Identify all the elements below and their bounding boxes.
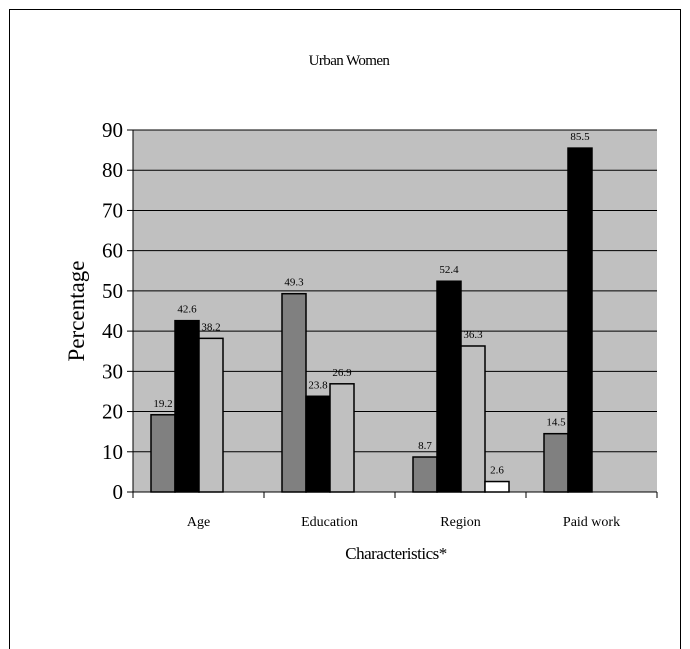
x-axis-label: Characteristics* [345, 544, 447, 563]
axes [127, 129, 658, 498]
labels: 0 10 20 30 40 50 60 70 80 90 19.2 42.6 38.2 Age 49.3 23… [102, 118, 620, 530]
bars [150, 147, 593, 493]
data-label: 14.5 [546, 417, 566, 429]
bar [460, 345, 486, 493]
bar [484, 480, 510, 493]
x-tick-label: Region [440, 515, 480, 530]
bar [305, 395, 331, 493]
data-label: 38.2 [201, 321, 220, 333]
data-label: 85.5 [570, 131, 590, 143]
bar [412, 456, 438, 493]
y-tick-label: 20 [102, 400, 123, 424]
bar [567, 147, 593, 493]
bar [281, 292, 307, 493]
bar [198, 337, 224, 493]
bar [329, 383, 355, 493]
y-tick-label: 50 [102, 279, 123, 303]
x-tick-label: Age [187, 515, 210, 530]
x-tick-label: Paid work [563, 515, 620, 530]
bar [150, 414, 176, 493]
bar [174, 319, 200, 493]
chart-frame [9, 9, 681, 649]
x-tick-label: Education [301, 515, 358, 530]
bar [436, 280, 462, 493]
data-label: 8.7 [418, 440, 432, 452]
y-tick-label: 80 [102, 158, 123, 182]
data-label: 2.6 [490, 465, 504, 477]
y-tick-label: 70 [102, 198, 123, 222]
data-label: 26.9 [332, 367, 352, 379]
data-label: 23.8 [308, 379, 328, 391]
chart-title: Urban Women [309, 53, 391, 69]
y-axis-label: Percentage [64, 261, 89, 362]
bar [543, 432, 569, 493]
data-label: 36.3 [463, 329, 483, 341]
data-label: 42.6 [177, 304, 197, 316]
y-tick-label: 10 [102, 440, 123, 464]
data-label: 19.2 [153, 398, 172, 410]
data-label: 49.3 [284, 277, 304, 289]
y-tick-label: 90 [102, 118, 123, 142]
y-tick-label: 30 [102, 359, 123, 383]
y-tick-label: 60 [102, 239, 123, 263]
y-tick-label: 0 [113, 480, 124, 504]
data-label: 52.4 [439, 264, 459, 276]
y-tick-label: 40 [102, 319, 123, 343]
